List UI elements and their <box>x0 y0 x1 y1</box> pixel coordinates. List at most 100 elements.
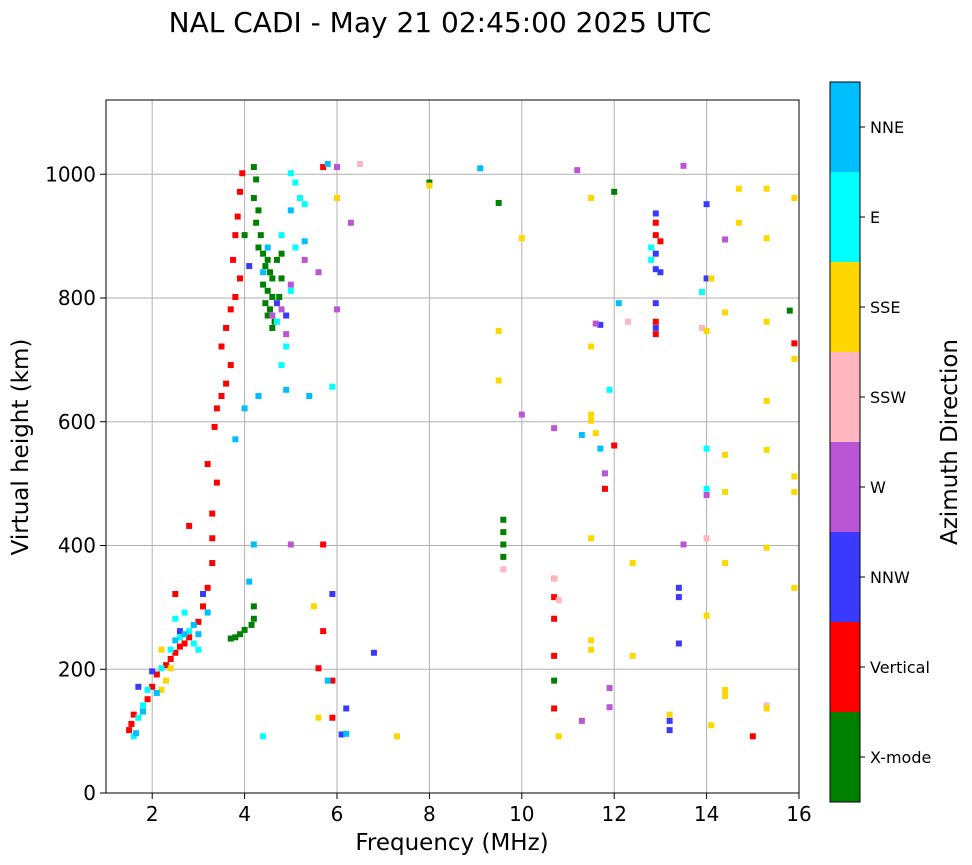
data-point <box>227 362 234 369</box>
data-point <box>735 219 742 226</box>
data-point <box>320 628 327 635</box>
colorbar-segment <box>830 172 860 262</box>
data-point <box>163 677 170 684</box>
data-point <box>260 733 267 740</box>
data-point <box>211 423 218 430</box>
data-point <box>278 232 285 239</box>
data-point <box>791 340 798 347</box>
data-point <box>722 693 729 700</box>
data-point <box>551 677 558 684</box>
data-point <box>606 685 613 692</box>
data-point <box>269 312 276 319</box>
data-point <box>139 702 146 709</box>
data-point <box>629 560 636 567</box>
data-point <box>394 733 401 740</box>
data-point <box>269 294 276 300</box>
data-point <box>551 652 558 659</box>
data-point <box>218 393 225 399</box>
colorbar-tick-label: X-mode <box>870 748 931 767</box>
data-point <box>588 646 595 653</box>
data-point <box>722 309 729 316</box>
data-point <box>786 307 793 314</box>
data-point <box>255 244 262 251</box>
data-point <box>426 179 433 186</box>
data-point <box>500 529 507 536</box>
x-tick-label: 4 <box>238 802 251 826</box>
colorbar-label: Azimuth Direction <box>937 339 963 545</box>
data-point <box>135 683 142 690</box>
data-point <box>329 591 336 597</box>
data-point <box>126 727 133 734</box>
data-point <box>260 281 267 288</box>
data-point <box>260 269 267 276</box>
data-point <box>195 618 202 625</box>
data-point <box>301 201 308 208</box>
data-point <box>176 634 183 641</box>
data-point <box>241 405 248 412</box>
data-point <box>343 705 350 712</box>
data-point <box>320 541 327 548</box>
data-point <box>763 397 770 404</box>
data-point <box>588 417 595 424</box>
data-point <box>158 646 165 653</box>
data-point <box>283 331 290 338</box>
data-point <box>666 711 673 718</box>
data-point <box>763 446 770 453</box>
data-point <box>176 628 183 635</box>
data-point <box>652 324 659 331</box>
plot-frame <box>105 99 800 794</box>
data-points <box>126 160 798 740</box>
data-point <box>283 312 290 319</box>
data-point <box>648 256 655 263</box>
data-point <box>315 269 322 276</box>
colorbar: X-mode Vertical NNW W SSW SSE E NNE <box>829 81 931 803</box>
data-point <box>735 185 742 192</box>
x-tick-label: 8 <box>423 802 436 826</box>
data-point <box>703 535 710 542</box>
data-point <box>601 470 608 477</box>
data-point <box>703 612 710 619</box>
data-point <box>236 188 243 195</box>
data-point <box>791 473 798 480</box>
colorbar-segment <box>830 442 860 532</box>
data-point <box>606 386 613 393</box>
data-point <box>135 714 142 721</box>
data-point <box>555 733 562 740</box>
colorbar-segment <box>830 82 860 172</box>
data-point <box>227 635 234 642</box>
data-point <box>287 541 294 548</box>
data-point <box>283 386 290 393</box>
data-point <box>186 522 193 529</box>
data-point <box>666 727 673 734</box>
data-point <box>209 535 216 542</box>
data-point <box>722 236 729 243</box>
data-point <box>703 275 710 282</box>
data-point <box>370 649 377 656</box>
data-point <box>239 170 246 177</box>
data-point <box>592 320 599 327</box>
y-tick-label: 1000 <box>45 162 96 186</box>
data-point <box>195 646 202 653</box>
data-point <box>763 318 770 325</box>
colorbar-tick-label: E <box>870 208 880 227</box>
data-point <box>241 232 248 239</box>
data-point <box>250 541 257 548</box>
data-point <box>334 195 340 201</box>
data-point <box>278 362 285 369</box>
data-point <box>255 207 262 214</box>
y-tick-label: 0 <box>83 781 96 805</box>
data-point <box>601 485 608 492</box>
data-point <box>234 213 241 220</box>
chart-title: NAL CADI - May 21 02:45:00 2025 UTC <box>169 6 712 39</box>
data-point <box>236 275 243 282</box>
data-point <box>200 591 207 597</box>
x-tick-label: 6 <box>331 802 344 826</box>
x-axis-label: Frequency (MHz) <box>355 830 548 856</box>
data-point <box>657 269 664 276</box>
data-point <box>257 232 264 239</box>
y-tick-label: 200 <box>58 657 96 681</box>
colorbar-tick-label: SSE <box>870 298 900 317</box>
colorbar-tick-label: Vertical <box>870 658 930 677</box>
data-point <box>273 256 280 263</box>
data-point <box>190 640 197 647</box>
